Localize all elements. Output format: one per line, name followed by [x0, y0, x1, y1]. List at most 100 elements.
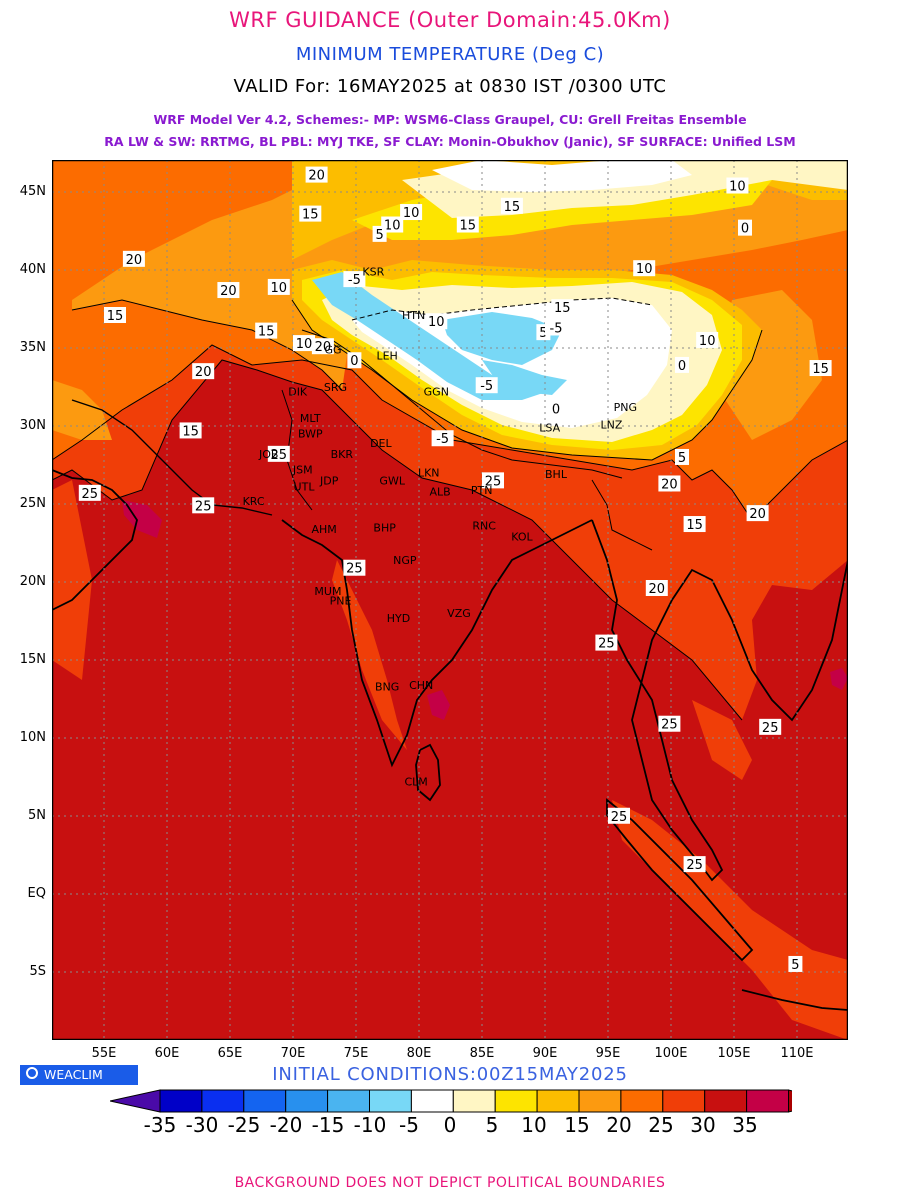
svg-text:-5: -5: [480, 379, 493, 394]
fill-ltblue-3: [482, 360, 567, 395]
fill-20-25-sea: [52, 480, 92, 680]
city-label: MLT: [300, 412, 321, 425]
svg-text:0: 0: [741, 222, 749, 237]
contour-label: 20: [192, 363, 215, 380]
city-label: UTL: [294, 481, 316, 494]
coastline-srilanka: [415, 743, 441, 802]
svg-text:10: 10: [384, 219, 401, 234]
contour-label: 25: [683, 856, 706, 873]
svg-text:0: 0: [678, 359, 686, 374]
svg-text:5: 5: [791, 958, 799, 973]
svg-text:25: 25: [485, 474, 502, 489]
lat-label-5n: 5N: [28, 808, 46, 823]
city-label: LSA: [539, 421, 560, 434]
fill-20-25-indochina: [652, 530, 752, 680]
svg-text:5: 5: [539, 326, 547, 341]
contour-label: 10: [633, 260, 656, 277]
colorbar-label: -20: [269, 1113, 303, 1137]
fill-30-35-c: [830, 668, 848, 690]
contour-label: 15: [104, 307, 126, 324]
svg-text:15: 15: [258, 325, 275, 340]
colorbar-box: [704, 1089, 748, 1113]
weaclim-logo: WEACLIM: [20, 1065, 138, 1085]
city-label: BHL: [545, 468, 568, 481]
city-label: PTN: [471, 484, 493, 497]
colorbar-label: -10: [353, 1113, 387, 1137]
svg-text:20: 20: [195, 365, 212, 380]
colorbar-arrow-low: [110, 1089, 161, 1113]
contour-label: 25: [482, 472, 504, 489]
map-frame: [52, 160, 848, 1040]
colorbar-box: [201, 1089, 245, 1113]
contour-label: -5: [343, 271, 366, 288]
border-east: [591, 479, 653, 551]
contour-label: 20: [305, 166, 328, 184]
svg-text:25: 25: [346, 562, 363, 577]
svg-text:15: 15: [460, 219, 477, 234]
svg-text:10: 10: [729, 180, 746, 195]
colorbar-label: 5: [485, 1113, 499, 1137]
temperature-map: 20 15 10 15 15 10 5 20 10 20 15 15 10 -5 15 10 5 10 20 20 -5…: [52, 160, 848, 1040]
contour-label: 20: [746, 505, 769, 522]
city-label: LKN: [418, 467, 440, 480]
svg-text:5: 5: [678, 451, 686, 466]
svg-text:20: 20: [315, 340, 332, 355]
graticule: [52, 160, 848, 1040]
lat-label-10n: 10N: [19, 730, 46, 745]
colorbar-box: [662, 1089, 706, 1113]
colorbar-box: [494, 1089, 538, 1113]
contour-label: 25: [759, 718, 782, 736]
fill-20-25-india: [332, 560, 407, 750]
lat-label-eq: EQ: [27, 886, 46, 901]
colorbar-box: [369, 1089, 412, 1113]
svg-text:25: 25: [598, 637, 615, 652]
colorbar-label: -15: [311, 1113, 345, 1137]
colorbar-box: [327, 1089, 371, 1113]
city-label: CLM: [404, 776, 427, 789]
city-label: MUM: [314, 585, 341, 598]
city-label: BHP: [373, 521, 396, 534]
contour-label: 0: [738, 219, 752, 237]
contour-label: 25: [267, 445, 290, 463]
contour-line-15: [71, 299, 343, 391]
contour-label: -5: [545, 319, 567, 336]
contour-label: 20: [217, 282, 240, 299]
city-label: DEL: [370, 437, 392, 450]
svg-text:25: 25: [271, 448, 288, 463]
fill-20-25-south2: [692, 700, 752, 780]
contour-line-minus5: [351, 297, 653, 321]
lon-label-105e: 105E: [717, 1046, 751, 1061]
contour-label: 5: [675, 448, 689, 466]
lon-label-90e: 90E: [532, 1046, 558, 1061]
lon-label-65e: 65E: [217, 1046, 243, 1061]
coastline-seasia: [591, 519, 848, 882]
lat-label-15n: 15N: [19, 652, 46, 667]
lon-label-75e: 75E: [343, 1046, 369, 1061]
contour-line-25: [52, 359, 743, 721]
city-label: HYD: [387, 612, 410, 625]
svg-text:10: 10: [403, 206, 420, 221]
svg-text:20: 20: [126, 253, 143, 268]
colorbar-label: -5: [399, 1113, 419, 1137]
lat-label-25n: 25N: [19, 496, 46, 511]
svg-text:5: 5: [375, 228, 383, 243]
svg-text:25: 25: [82, 487, 99, 502]
svg-text:15: 15: [554, 301, 571, 316]
model-info-line-2: RA LW & SW: RRTMG, BL PBL: MYJ TKE, SF C…: [104, 134, 796, 149]
svg-text:0: 0: [350, 354, 358, 369]
city-label: KOL: [511, 531, 533, 544]
lon-label-80e: 80E: [406, 1046, 432, 1061]
logo-ring-icon: [26, 1067, 38, 1079]
contour-label: 15: [809, 360, 832, 377]
colorbar-label: 20: [606, 1113, 632, 1137]
contour-label: 10: [381, 216, 404, 234]
city-label: JDP: [319, 474, 339, 487]
svg-text:15: 15: [302, 208, 319, 223]
colorbar-arrow-high: [788, 1089, 792, 1113]
lon-label-70e: 70E: [280, 1046, 306, 1061]
city-label: CHN: [409, 679, 433, 692]
logo-text: WEACLIM: [44, 1067, 103, 1082]
contour-label: 15: [255, 322, 278, 340]
svg-text:-5: -5: [550, 321, 563, 336]
